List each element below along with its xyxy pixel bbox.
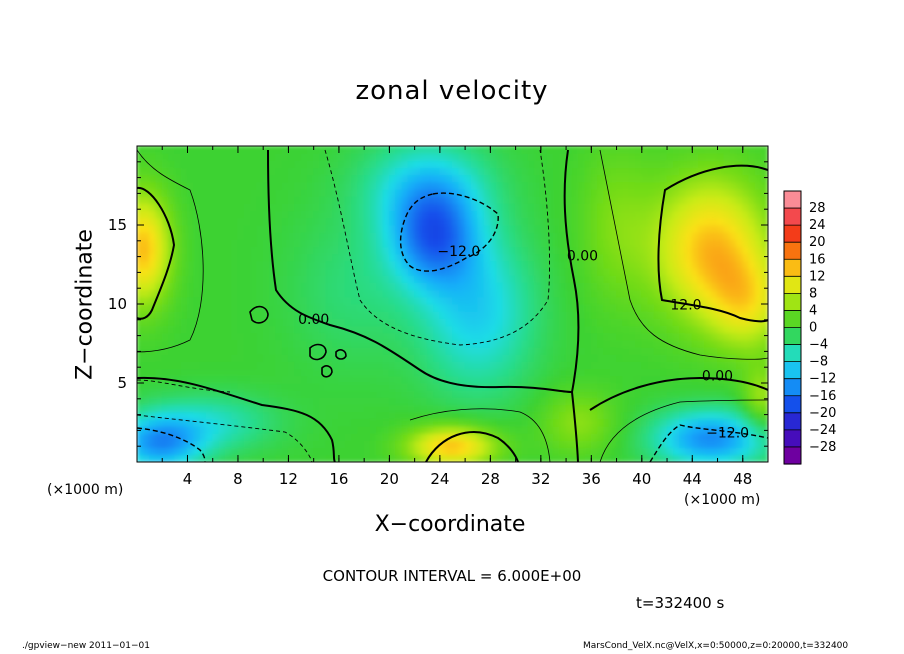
colorbar-label: −20 — [809, 406, 836, 421]
colorbar-label: 12 — [809, 269, 826, 284]
contour-6-thin — [137, 149, 768, 462]
colorbar-swatch — [784, 327, 801, 346]
contour-minus12-bottom-left — [137, 427, 206, 462]
z-unit-label: (×1000 m) — [47, 482, 124, 498]
colorbar-label: 4 — [809, 303, 817, 318]
colorbar-label: 16 — [809, 252, 826, 267]
contour-label-4: 0.00 — [702, 369, 733, 385]
x-tick-label: 48 — [733, 470, 752, 488]
contour-minus12-bottom-right — [649, 424, 768, 462]
colorbar-swatch — [784, 225, 801, 243]
colorbar-swatch — [784, 361, 801, 380]
contour-interval-text: CONTOUR INTERVAL = 6.000E+00 — [322, 567, 582, 585]
x-tick-label: 4 — [183, 470, 193, 488]
x-tick-label: 44 — [683, 470, 702, 488]
contour-labels: −12.0 0.00 0.00 12.0 0.00 −12.0 — [298, 244, 749, 442]
contour-label-0: −12.0 — [437, 244, 480, 260]
colorbar-swatch — [784, 446, 801, 465]
x-tick-label: 40 — [632, 470, 651, 488]
x-tick-label: 12 — [279, 470, 298, 488]
x-unit-label: (×1000 m) — [684, 492, 761, 508]
z-tick-label: 10 — [108, 295, 127, 313]
x-tick-label: 8 — [233, 470, 243, 488]
contour-small-loops — [249, 305, 347, 378]
colorbar-swatch — [784, 293, 801, 312]
z-tick-label: 15 — [108, 216, 127, 234]
colorbar-label: −4 — [809, 338, 828, 353]
colorbar-label: −16 — [809, 389, 836, 404]
colorbar-swatch — [784, 191, 801, 209]
x-tick-label: 20 — [380, 470, 399, 488]
colorbar-label: 0 — [809, 321, 817, 336]
contour-zero-lower — [137, 376, 768, 462]
colorbar-swatch — [784, 395, 801, 414]
chart-title: zonal velocity — [355, 76, 549, 106]
z-tick-label: 5 — [117, 374, 127, 392]
z-axis: 5 10 15 — [108, 145, 768, 463]
colorbar-label: 8 — [809, 286, 817, 301]
colorbar-swatch — [784, 276, 801, 294]
colorbar-label: 20 — [809, 235, 826, 250]
colorbar-swatch — [784, 378, 801, 397]
colorbar-swatch — [784, 429, 801, 448]
contour-zero-central — [267, 149, 580, 394]
x-axis-label: X−coordinate — [374, 512, 526, 537]
contour-12-bottom-bump — [425, 431, 519, 462]
contour-minus12-upper — [399, 192, 499, 272]
colorbar: 28 24 20 16 12 8 4 0 −4 −8 −12 −16 −20 −24 −28 — [783, 190, 836, 465]
colorbar-swatch — [784, 208, 801, 226]
contour-zero-left-upper — [137, 186, 176, 320]
colorbar-swatch — [784, 259, 801, 277]
colorbar-swatch — [784, 242, 801, 260]
contour-minus6-dashed — [137, 149, 550, 462]
contour-label-2: 0.00 — [298, 312, 329, 328]
colorbar-label: −28 — [809, 440, 836, 455]
contour-lines — [137, 149, 768, 462]
x-tick-label: 28 — [481, 470, 500, 488]
colorbar-swatch — [784, 310, 801, 329]
footer-left: ./gpview−new 2011−01−01 — [22, 641, 150, 651]
colorbar-label: 28 — [809, 201, 826, 216]
contour-label-1: 0.00 — [567, 249, 598, 265]
x-tick-label: 16 — [329, 470, 348, 488]
time-label: t=332400 s — [636, 594, 725, 612]
colorbar-label: −12 — [809, 372, 836, 387]
x-tick-label: 32 — [531, 470, 550, 488]
contour-label-5: −12.0 — [706, 426, 749, 442]
contour-label-3: 12.0 — [670, 298, 701, 314]
x-tick-label: 24 — [430, 470, 449, 488]
y-axis-label: Z−coordinate — [72, 229, 98, 380]
colorbar-label: 24 — [809, 218, 826, 233]
colorbar-label: −24 — [809, 423, 836, 438]
contour-12-right — [657, 164, 768, 323]
x-axis: 4 8 12 16 20 24 28 32 36 40 44 48 — [136, 146, 769, 488]
x-tick-label: 36 — [582, 470, 601, 488]
heatmap-field — [137, 146, 768, 462]
colorbar-swatch — [784, 412, 801, 431]
footer-right: MarsCond_VelX.nc@VelX,x=0:50000,z=0:2000… — [583, 641, 849, 651]
colorbar-swatch — [784, 344, 801, 363]
colorbar-label: −8 — [809, 355, 828, 370]
